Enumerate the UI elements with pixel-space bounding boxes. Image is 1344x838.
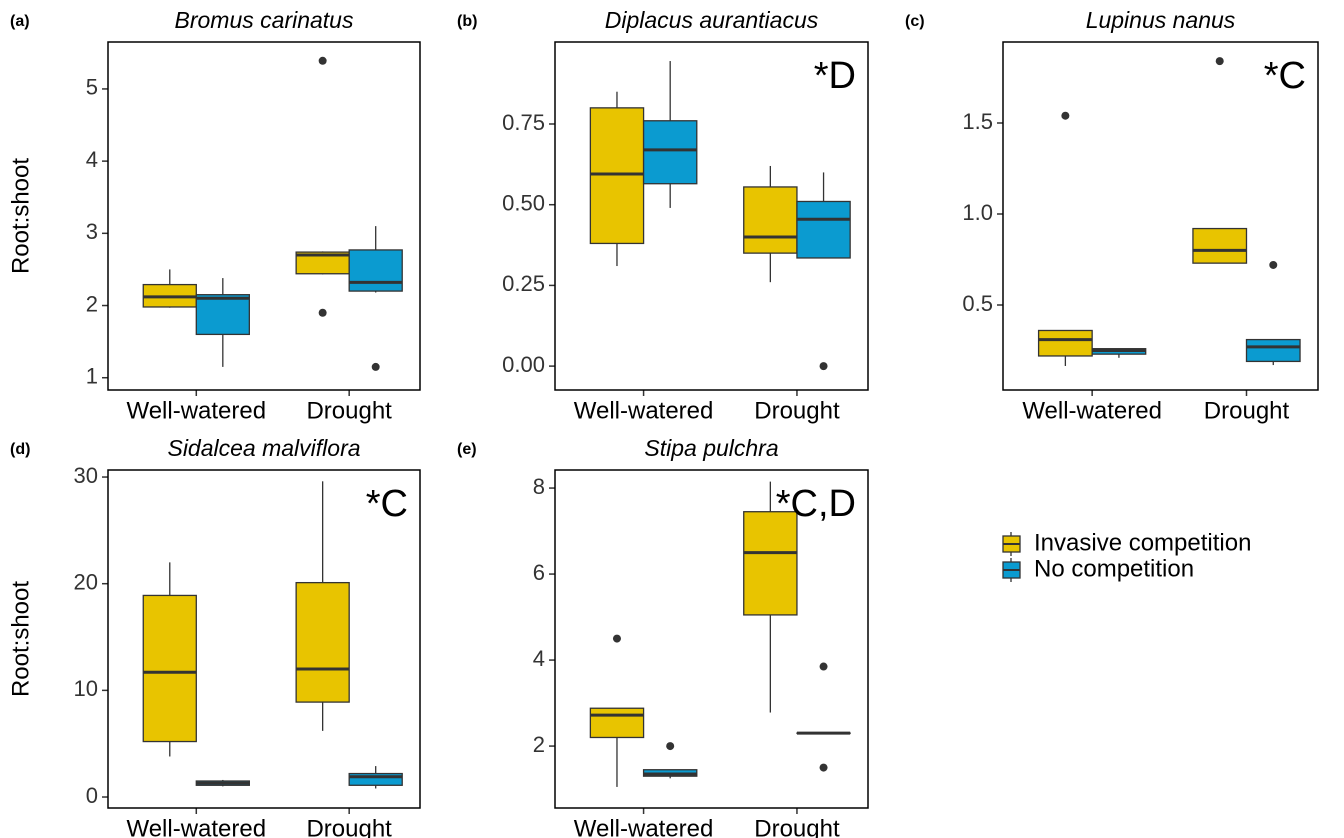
annotation: *C <box>366 483 408 525</box>
y-tick-label: 1.5 <box>962 109 993 134</box>
outlier <box>819 763 828 772</box>
panel-label: (d) <box>10 441 30 458</box>
plot-frame <box>1002 41 1319 391</box>
outlier <box>1269 260 1278 269</box>
panel-title: Bromus carinatus <box>175 7 354 33</box>
panel-title: Diplacus aurantiacus <box>605 7 819 33</box>
box <box>142 594 197 743</box>
panel-title: Stipa pulchra <box>644 435 778 461</box>
annotation: *D <box>814 55 856 97</box>
x-tick-label: Drought <box>306 815 392 838</box>
x-tick-label: Well-watered <box>126 815 266 838</box>
plot-frame <box>554 469 869 809</box>
x-tick-label: Well-watered <box>1022 397 1162 424</box>
box <box>195 294 250 336</box>
y-tick-label: 0.25 <box>502 271 545 296</box>
y-tick-label: 10 <box>74 676 98 701</box>
y-tick-label: 8 <box>533 474 545 499</box>
outlier <box>371 362 380 371</box>
y-tick-label: 0.5 <box>962 291 993 316</box>
box <box>642 120 698 185</box>
panel-title: Sidalcea malviflora <box>167 435 360 461</box>
plot-frame <box>107 469 421 809</box>
x-tick-label: Well-watered <box>574 397 714 424</box>
x-tick-label: Drought <box>754 815 840 838</box>
annotation: *C <box>1264 55 1306 97</box>
plot-frame <box>554 41 869 391</box>
y-tick-label: 3 <box>86 219 98 244</box>
x-tick-label: Drought <box>1204 397 1290 424</box>
x-tick-label: Drought <box>754 397 840 424</box>
y-tick-label: 6 <box>533 560 545 585</box>
outlier <box>819 662 828 671</box>
y-tick-label: 0 <box>86 783 98 808</box>
box <box>348 772 403 786</box>
y-tick-label: 20 <box>74 570 98 595</box>
outlier <box>318 56 327 65</box>
box <box>743 511 798 616</box>
outlier <box>1061 111 1070 120</box>
panel-label: (b) <box>457 13 477 30</box>
panel-label: (e) <box>457 441 477 458</box>
box <box>589 107 645 245</box>
panel-title: Lupinus nanus <box>1086 7 1236 33</box>
annotation: *C,D <box>776 483 856 525</box>
x-tick-label: Well-watered <box>574 815 714 838</box>
y-tick-label: 0.75 <box>502 110 545 135</box>
legend-label: Invasive competition <box>1034 529 1251 556</box>
box <box>1037 329 1093 357</box>
y-axis-label: Root:shoot <box>7 581 34 697</box>
legend-label: No competition <box>1034 555 1194 582</box>
box <box>796 200 851 259</box>
panel-label: (a) <box>10 13 30 30</box>
y-tick-label: 2 <box>86 291 98 316</box>
x-tick-label: Well-watered <box>126 397 266 424</box>
box <box>1192 227 1248 264</box>
y-tick-label: 0.50 <box>502 191 545 216</box>
x-tick-label: Drought <box>306 397 392 424</box>
outlier <box>666 742 675 751</box>
box <box>295 581 350 703</box>
box <box>743 186 798 254</box>
outlier <box>318 308 327 317</box>
y-tick-label: 30 <box>74 463 98 488</box>
y-tick-label: 2 <box>533 732 545 757</box>
outlier <box>1215 57 1224 66</box>
y-axis-label: Root:shoot <box>7 158 34 274</box>
y-tick-label: 0.00 <box>502 352 545 377</box>
box <box>589 707 645 739</box>
outlier <box>819 362 828 371</box>
plot-frame <box>107 41 421 391</box>
box <box>348 249 403 292</box>
y-tick-label: 4 <box>533 646 545 671</box>
panel-label: (c) <box>905 13 925 30</box>
box <box>1245 338 1301 363</box>
y-tick-label: 1.0 <box>962 200 993 225</box>
y-tick-label: 5 <box>86 75 98 100</box>
y-tick-label: 4 <box>86 147 98 172</box>
outlier <box>612 634 621 643</box>
y-tick-label: 1 <box>86 364 98 389</box>
